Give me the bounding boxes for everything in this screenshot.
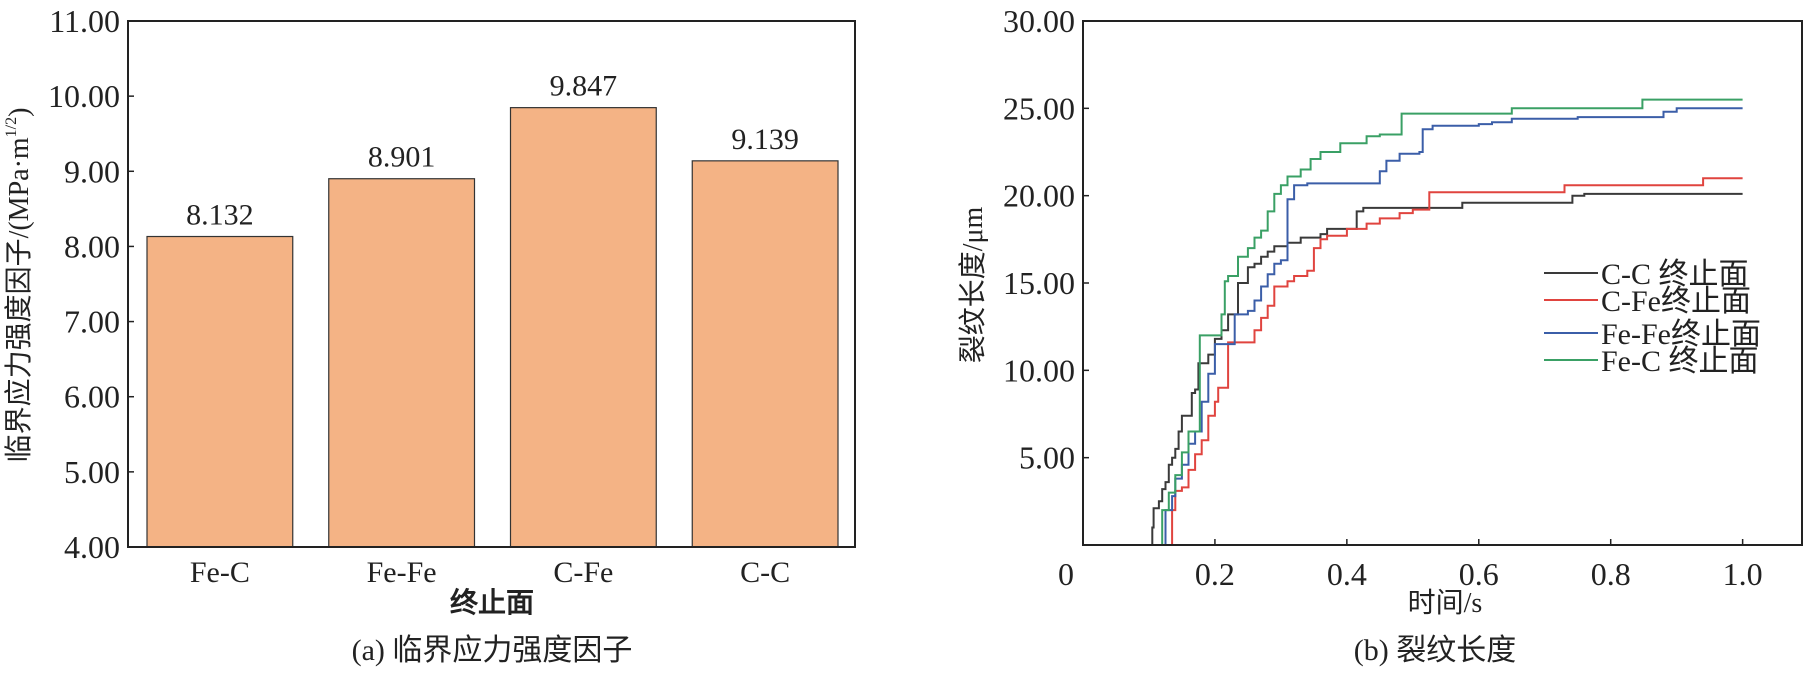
- y-tick-label: 30.00: [1003, 3, 1075, 39]
- bar-value-label: 9.847: [550, 70, 618, 103]
- y-tick-label: 6.00: [64, 379, 120, 415]
- x-tick-label: Fe-Fe: [367, 556, 437, 589]
- bar-value-label: 9.139: [731, 123, 799, 156]
- y-tick-label: 10.00: [1003, 352, 1075, 388]
- x-tick-label: 0: [1058, 556, 1074, 592]
- x-tick-label: C-Fe: [553, 556, 613, 589]
- bar-value-label: 8.901: [368, 141, 436, 174]
- bar-chart-critical-stress-intensity: 8.132 Fe-C 8.901 Fe-Fe 9.847 C-Fe 9.139 C-C 4.00…: [3, 3, 856, 667]
- bar-value-label: 8.132: [186, 199, 254, 232]
- y-tick-label: 10.00: [48, 78, 120, 114]
- y-tick-label: 4.00: [64, 529, 120, 565]
- x-axis-label: 终止面: [450, 587, 534, 619]
- y-tick-label: 20.00: [1003, 178, 1075, 214]
- y-tick-label: 9.00: [64, 153, 120, 189]
- legend-label: C-Fe终止面: [1601, 285, 1751, 318]
- y-tick-label: 11.00: [49, 3, 120, 39]
- line-chart-crack-length: 0 0.2 0.4 0.6 0.8 1.0 5.00 10.00 15.00 20.00 25.00…: [957, 3, 1803, 667]
- caption: (b) 裂纹长度: [1354, 634, 1516, 667]
- y-tick-label: 8.00: [64, 228, 120, 264]
- y-axis-label-main: 临界应力强度因子/(MPa·m: [3, 137, 35, 462]
- series-line-0: [1149, 192, 1743, 546]
- bar-C-Fe: [509, 107, 657, 548]
- bar-Fe-C: [146, 235, 294, 548]
- y-tick-label: 5.00: [1019, 440, 1075, 476]
- series-line-2: [1161, 107, 1743, 546]
- x-tick-label: 0.8: [1591, 556, 1631, 592]
- y-axis-label: 临界应力强度因子/(MPa·m1/2): [3, 108, 35, 463]
- x-tick-label: 0.6: [1459, 556, 1499, 592]
- bar-C-C: [691, 160, 839, 548]
- x-tick-label: 0.2: [1195, 556, 1235, 592]
- bar-Fe-Fe: [328, 178, 476, 548]
- y-axis-label-end: ): [4, 108, 35, 117]
- legend-label: Fe-C 终止面: [1601, 345, 1759, 378]
- y-axis-label: 裂纹长度/μm: [957, 206, 989, 363]
- plot-frame: [127, 20, 856, 548]
- x-tick-label: C-C: [740, 556, 790, 589]
- y-axis-label-sup: 1/2: [3, 117, 20, 137]
- x-axis-label: 时间/s: [1408, 587, 1483, 619]
- x-tick-label: Fe-C: [190, 556, 250, 589]
- x-tick-label: 0.4: [1327, 556, 1367, 592]
- y-tick-label: 5.00: [64, 454, 120, 490]
- caption: (a) 临界应力强度因子: [352, 634, 633, 667]
- legend-label: Fe-Fe终止面: [1601, 318, 1761, 351]
- legend-label: C-C 终止面: [1601, 258, 1749, 291]
- y-tick-label: 7.00: [64, 304, 120, 340]
- y-tick-label: 25.00: [1003, 90, 1075, 126]
- x-tick-label: 1.0: [1723, 556, 1763, 592]
- y-tick-label: 15.00: [1003, 265, 1075, 301]
- series-line-3: [1158, 98, 1743, 546]
- series-line-1: [1168, 177, 1743, 546]
